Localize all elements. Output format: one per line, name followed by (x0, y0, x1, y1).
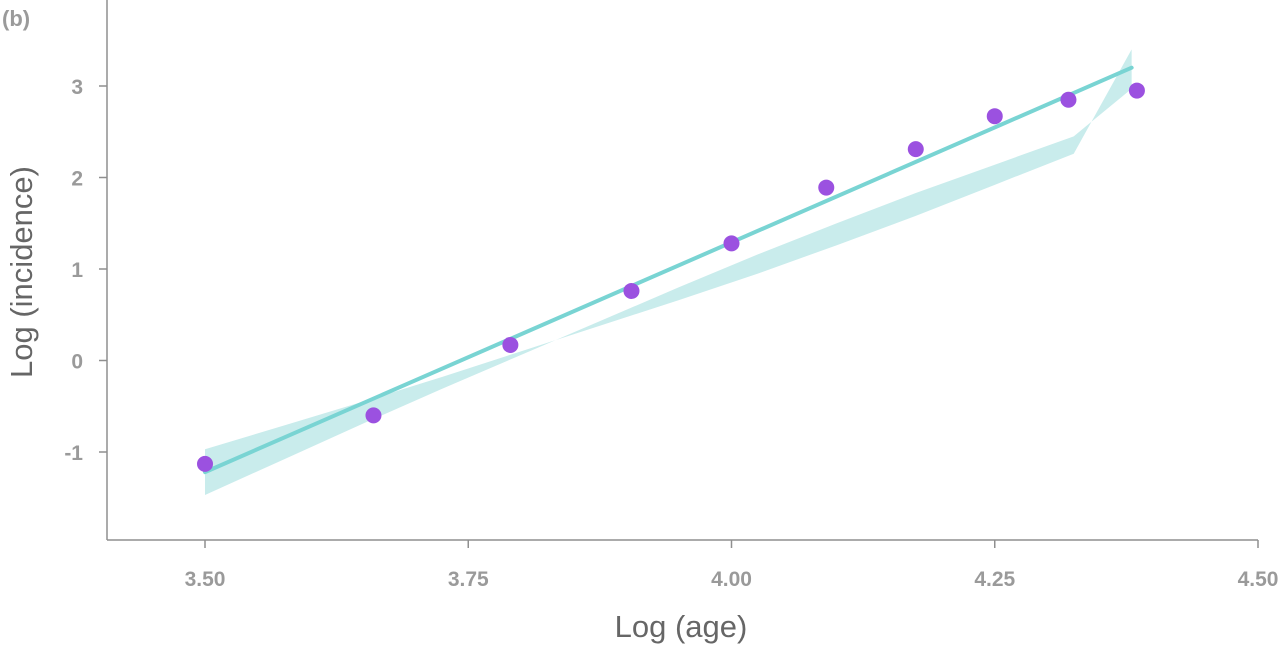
data-point (986, 108, 1003, 125)
data-point (623, 282, 640, 299)
data-point (1128, 82, 1145, 99)
data-point (365, 407, 382, 424)
axes: 3.50 3.75 4.00 4.25 4.50 -1 0 1 2 3 (64, 0, 1278, 591)
y-axis-ticks: -1 0 1 2 3 (64, 76, 107, 465)
y-tick-label: 1 (71, 259, 83, 282)
data-point (502, 336, 519, 353)
x-axis-title: Log (age) (615, 609, 748, 644)
x-axis-ticks: 3.50 3.75 4.00 4.25 4.50 (185, 540, 1279, 591)
x-tick-label: 3.50 (185, 568, 226, 591)
confidence-band (205, 49, 1132, 496)
panel-label: (b) (2, 6, 30, 31)
data-point (818, 179, 835, 196)
y-tick-label: 2 (71, 168, 83, 191)
data-point (907, 141, 924, 158)
y-axis-title: Log (incidence) (4, 166, 39, 378)
data-point (723, 235, 740, 252)
x-tick-label: 4.50 (1238, 568, 1279, 591)
fit-line-layer (203, 65, 1134, 475)
x-tick-label: 4.25 (974, 568, 1015, 591)
data-point (197, 455, 213, 472)
confidence-band-layer (205, 49, 1132, 496)
x-tick-label: 3.75 (448, 568, 489, 591)
y-tick-label: 0 (71, 351, 83, 374)
y-tick-label: 3 (71, 76, 83, 99)
data-point (1060, 91, 1077, 108)
x-tick-label: 4.00 (711, 568, 752, 591)
fit-line (203, 65, 1134, 475)
data-points-layer (197, 82, 1145, 472)
y-tick-label: -1 (64, 442, 83, 465)
